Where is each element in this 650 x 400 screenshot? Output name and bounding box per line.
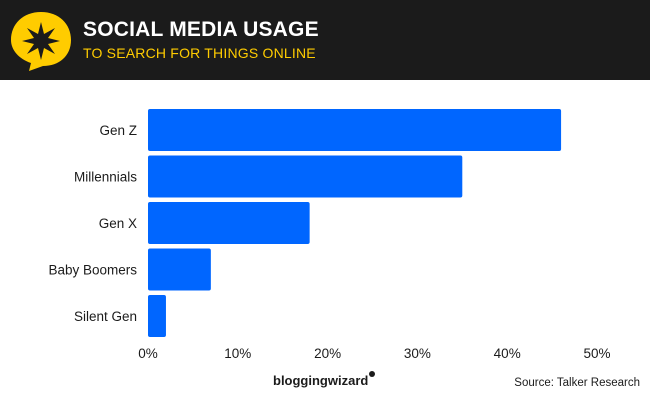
- bar-millennials: [148, 155, 463, 198]
- bar-silent-gen: [148, 295, 166, 337]
- bar-gen-z: [148, 109, 562, 151]
- category-label: Gen Z: [99, 123, 137, 138]
- category-label: Gen X: [99, 216, 137, 231]
- x-tick-label: 0%: [138, 346, 158, 361]
- x-tick-label: 40%: [494, 346, 521, 361]
- bar-chart: Gen Z Millennials Gen X Baby Boomers Silent …: [48, 109, 611, 361]
- bar-gen-x: [148, 202, 310, 244]
- chart-title: SOCIAL MEDIA USAGE: [83, 18, 319, 41]
- source-note: Source: Talker Research: [514, 377, 640, 389]
- x-tick-label: 30%: [404, 346, 431, 361]
- star-speech-bubble-icon: [11, 12, 71, 71]
- chart-subtitle: TO SEARCH FOR THINGS ONLINE: [83, 45, 316, 61]
- header-banner: SOCIAL MEDIA USAGE TO SEARCH FOR THINGS …: [0, 0, 650, 80]
- category-label: Silent Gen: [74, 309, 137, 324]
- x-tick-label: 10%: [224, 346, 251, 361]
- x-tick-label: 50%: [583, 346, 610, 361]
- bar-baby-boomers: [148, 248, 211, 291]
- brand-logo: bloggingwizard: [273, 371, 376, 388]
- x-tick-label: 20%: [314, 346, 341, 361]
- category-label: Baby Boomers: [48, 263, 137, 278]
- brand-name: bloggingwizard: [273, 373, 369, 388]
- category-label: Millennials: [74, 170, 137, 185]
- brand-dot-icon: [369, 371, 376, 377]
